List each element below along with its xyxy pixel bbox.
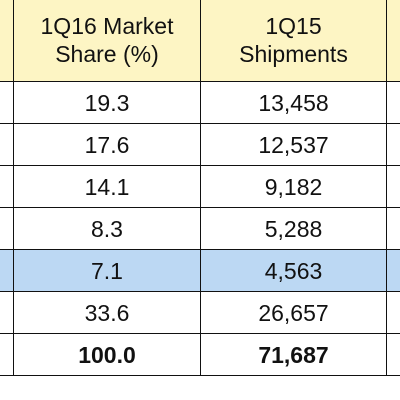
table-cell: 71,687: [200, 333, 387, 376]
cell-partial: [0, 291, 14, 334]
table-cell: 5,288: [200, 207, 387, 250]
table-cell: 14.1: [13, 165, 201, 208]
cell-text: 19.3: [84, 89, 130, 116]
cell-partial: [0, 249, 14, 292]
cell-text: Shipments: [239, 41, 348, 67]
cell-text: 12,537: [258, 131, 329, 158]
cell-partial: [0, 207, 14, 250]
cell-partial: [0, 333, 14, 376]
table-cell: 13,458: [200, 81, 387, 124]
cell-text: 1Q16 Market: [40, 13, 174, 39]
cell-text: 14.1: [84, 173, 130, 200]
cell-text: 1Q15: [265, 13, 322, 39]
table-cell: 33.6: [13, 291, 201, 334]
header-cell-partial: [386, 0, 400, 82]
cell-text: 5,288: [264, 215, 323, 242]
cell-partial: [386, 81, 400, 124]
header-cell: 1Q15 Shipments: [200, 0, 387, 82]
cell-text: Share (%): [55, 41, 159, 67]
cell-text: 9,182: [264, 173, 323, 200]
cell-partial: [386, 291, 400, 334]
cell-text: 17.6: [84, 131, 130, 158]
cell-text: 4,563: [264, 257, 323, 284]
cell-text: 7.1: [91, 257, 123, 284]
cell-text: 100.0: [78, 341, 136, 368]
header-cell-partial: [0, 0, 14, 82]
cell-partial: [386, 249, 400, 292]
table-cell: 100.0: [13, 333, 201, 376]
cell-text: 33.6: [84, 299, 130, 326]
cell-text: 71,687: [258, 341, 329, 368]
cell-text: 8.3: [91, 215, 123, 242]
table-cell: 8.3: [13, 207, 201, 250]
header-cell: 1Q16 Market Share (%): [13, 0, 201, 82]
table-cell: 17.6: [13, 123, 201, 166]
table-cell: 9,182: [200, 165, 387, 208]
table-cell: 7.1: [13, 249, 201, 292]
cell-partial: [0, 165, 14, 208]
table-cell: 12,537: [200, 123, 387, 166]
cell-text: 26,657: [258, 299, 329, 326]
cell-partial: [0, 123, 14, 166]
cell-partial: [386, 165, 400, 208]
table-cell: 19.3: [13, 81, 201, 124]
cell-partial: [386, 123, 400, 166]
cell-text: 13,458: [258, 89, 329, 116]
cell-partial: [386, 333, 400, 376]
table-cell: 26,657: [200, 291, 387, 334]
cell-partial: [0, 81, 14, 124]
cell-partial: [386, 207, 400, 250]
table-cell: 4,563: [200, 249, 387, 292]
